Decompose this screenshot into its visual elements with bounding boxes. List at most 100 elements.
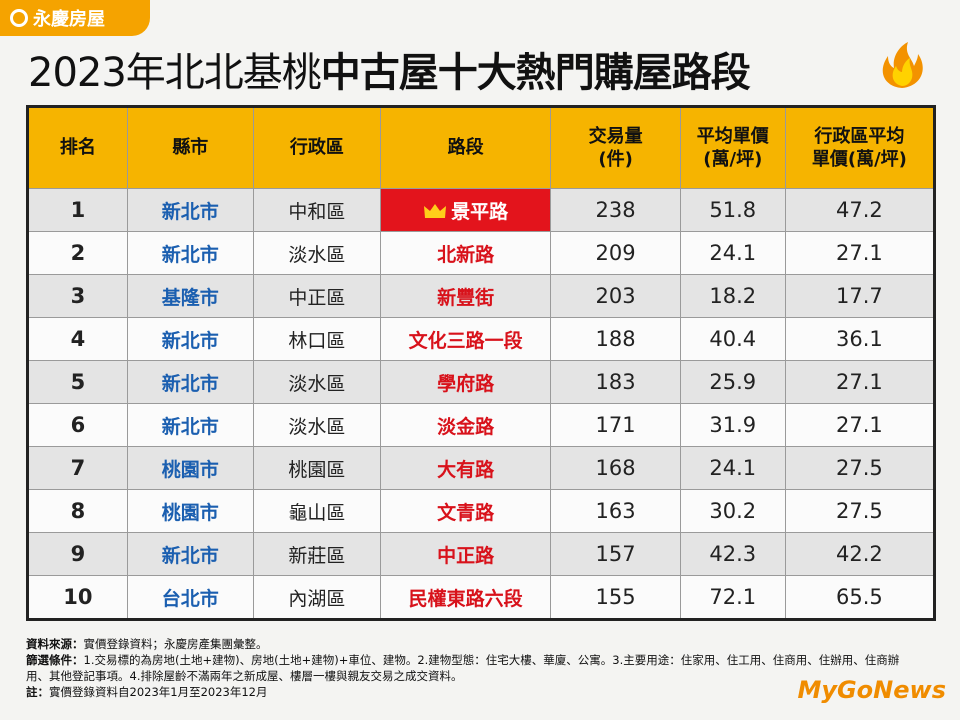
cell: 新莊區 [252,532,381,576]
note-line: 篩選條件：1.交易標的為房地(土地+建物)、房地(土地+建物)+車位、建物。2.… [26,652,906,684]
flame-icon [882,42,923,88]
cell: 大有路 [379,446,552,490]
cell: 155 [550,575,681,620]
table-row: 3 基隆市 中正區 新豐街 203 18.2 17.7 [27,274,936,318]
cell: 18.2 [679,274,786,318]
cell: 24.1 [679,446,786,490]
cell: 72.1 [679,575,786,620]
cell: 7 [27,446,128,490]
cell: 8 [27,489,128,533]
cell: 林口區 [252,317,381,361]
cell: 淡水區 [252,231,381,275]
table-row: 9 新北市 新莊區 中正路 157 42.3 42.2 [27,532,936,576]
cell: 4 [27,317,128,361]
cell: 183 [550,360,681,404]
cell: 淡水區 [252,360,381,404]
cell: 新北市 [126,532,254,576]
header-text: 路段 [447,137,484,159]
cell: 桃園市 [126,446,254,490]
cell: 24.1 [679,231,786,275]
header-text: 交易量 [588,125,643,147]
header-text: 排名 [59,137,96,159]
logo-icon [10,9,28,27]
table-row: 2 新北市 淡水區 北新路 209 24.1 27.1 [27,231,936,275]
cell: 168 [550,446,681,490]
cell: 2 [27,231,128,275]
cell: 209 [550,231,681,275]
note-text: 實價登錄資料；永慶房產集團彙整。 [83,637,268,651]
cell: 17.7 [784,274,936,318]
header-cell: 交易量 (件) [550,106,681,189]
table-row: 7 桃園市 桃園區 大有路 168 24.1 27.5 [27,446,936,490]
title-prefix: 2023年北北基桃 [28,50,322,96]
cell: 3 [27,274,128,318]
cell: 新北市 [126,403,254,447]
note-label: 註： [26,685,49,699]
cell: 40.4 [679,317,786,361]
cell: 桃園市 [126,489,254,533]
logo-text: 永慶房屋 [33,9,105,30]
cell: 27.1 [784,403,936,447]
table-row: 5 新北市 淡水區 學府路 183 25.9 27.1 [27,360,936,404]
cell: 27.5 [784,446,936,490]
cell: 文化三路一段 [379,317,552,361]
header-text: 平均單價 [696,125,769,147]
cell: 新豐街 [379,274,552,318]
cell: 1 [27,188,128,232]
watermark: MyGoNews [797,676,946,704]
cell: 25.9 [679,360,786,404]
cell: 新北市 [126,231,254,275]
cell: 163 [550,489,681,533]
notes: 資料來源：實價登錄資料；永慶房產集團彙整。 篩選條件：1.交易標的為房地(土地+建… [26,636,906,700]
header-text: (件) [598,149,633,170]
cell: 238 [550,188,681,232]
cell: 188 [550,317,681,361]
header-cell: 排名 [27,106,128,189]
cell: 內湖區 [252,575,381,620]
cell: 27.1 [784,231,936,275]
cell: 10 [27,575,128,620]
cell: 51.8 [679,188,786,232]
cell: 42.3 [679,532,786,576]
header-cell: 平均單價 (萬/坪) [679,106,786,189]
cell: 淡金路 [379,403,552,447]
header-text: 行政區平均 [814,125,905,147]
cell: 27.5 [784,489,936,533]
table-row: 8 桃園市 龜山區 文青路 163 30.2 27.5 [27,489,936,533]
cell: 47.2 [784,188,936,232]
table-row: 6 新北市 淡水區 淡金路 171 31.9 27.1 [27,403,936,447]
note-line: 資料來源：實價登錄資料；永慶房產集團彙整。 [26,636,906,652]
cell: 台北市 [126,575,254,620]
cell: 北新路 [379,231,552,275]
cell: 中正區 [252,274,381,318]
cell: 9 [27,532,128,576]
title-main: 中古屋十大熱門購屋路段 [320,50,751,96]
cell: 65.5 [784,575,936,620]
cell: 157 [550,532,681,576]
cell: 學府路 [379,360,552,404]
table-row: 4 新北市 林口區 文化三路一段 188 40.4 36.1 [27,317,936,361]
cell: 桃園區 [252,446,381,490]
cell: 景平路 [379,188,552,232]
cell: 6 [27,403,128,447]
header-text: 行政區 [289,137,344,159]
note-line: 註：實價登錄資料自2023年1月至2023年12月 [26,684,906,700]
cell: 中和區 [252,188,381,232]
note-text: 1.交易標的為房地(土地+建物)、房地(土地+建物)+車位、建物。2.建物型態：… [26,653,900,683]
cell: 中正路 [379,532,552,576]
cell: 171 [550,403,681,447]
note-text: 實價登錄資料自2023年1月至2023年12月 [49,685,268,699]
cell: 30.2 [679,489,786,533]
note-label: 篩選條件： [26,653,84,667]
header-text: 單價(萬/坪) [811,149,907,170]
cell: 新北市 [126,188,254,232]
table-row: 1 新北市 中和區 景平路 238 51.8 47.2 [27,188,936,232]
header-cell: 縣市 [126,106,254,189]
cell: 基隆市 [126,274,254,318]
cell: 文青路 [379,489,552,533]
cell: 5 [27,360,128,404]
cell: 民權東路六段 [379,575,552,620]
header-row: 排名 縣市 行政區 路段 交易量 (件) 平均單價 (萬/坪) 行政區平均 單價(萬/坪) [27,106,936,189]
cell: 36.1 [784,317,936,361]
road-text: 景平路 [451,200,509,223]
